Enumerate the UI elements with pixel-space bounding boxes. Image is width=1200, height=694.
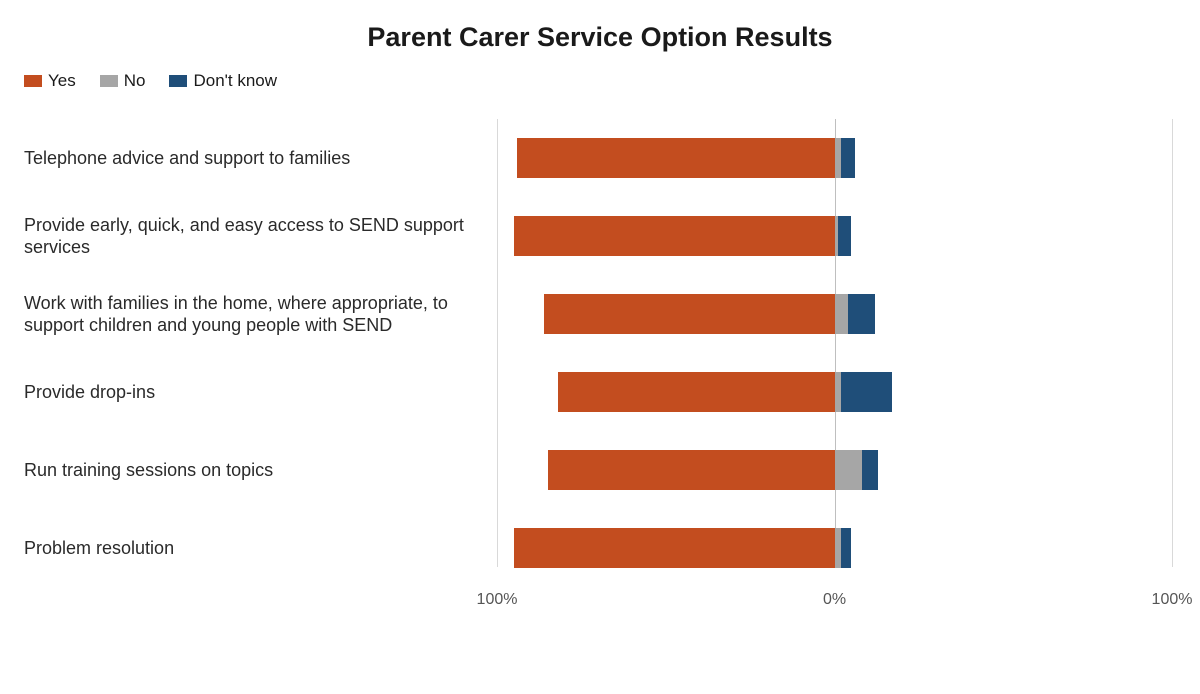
bar-stack-neg	[517, 138, 834, 178]
legend-item-no: No	[100, 71, 146, 91]
legend-item-yes: Yes	[24, 71, 76, 91]
bar-stack-pos	[835, 450, 879, 490]
bar-segment-no	[835, 294, 849, 334]
legend-label-yes: Yes	[48, 71, 76, 91]
x-axis: 100%0%100%	[24, 591, 1172, 615]
chart-row: Provide early, quick, and easy access to…	[24, 197, 1172, 275]
bar-stack-neg	[558, 372, 835, 412]
gridline	[1172, 119, 1173, 567]
axis-tick: 100%	[477, 591, 518, 609]
chart-area: Telephone advice and support to families…	[24, 119, 1172, 615]
bar-segment-dontknow	[841, 138, 855, 178]
bar-segment-dontknow	[848, 294, 875, 334]
legend-item-dontknow: Don't know	[169, 71, 277, 91]
category-label: Problem resolution	[24, 537, 497, 560]
chart-row: Telephone advice and support to families	[24, 119, 1172, 197]
legend-swatch-no	[100, 75, 118, 87]
bar-stack-neg	[548, 450, 835, 490]
category-label: Provide drop-ins	[24, 381, 497, 404]
chart-rows: Telephone advice and support to families…	[24, 119, 1172, 587]
bar-segment-yes	[514, 216, 835, 256]
legend-label-no: No	[124, 71, 146, 91]
category-label: Run training sessions on topics	[24, 459, 497, 482]
bar-segment-yes	[548, 450, 835, 490]
chart-row: Problem resolution	[24, 509, 1172, 587]
category-label: Provide early, quick, and easy access to…	[24, 214, 497, 259]
legend-swatch-dontknow	[169, 75, 187, 87]
bar-segment-dontknow	[841, 372, 892, 412]
chart-row: Provide drop-ins	[24, 353, 1172, 431]
bar-segment-yes	[558, 372, 835, 412]
bar-stack-pos	[835, 294, 876, 334]
bar-track	[497, 509, 1172, 587]
chart-title: Parent Carer Service Option Results	[0, 0, 1200, 71]
chart-row: Work with families in the home, where ap…	[24, 275, 1172, 353]
bar-segment-no	[835, 372, 842, 412]
bar-segment-yes	[544, 294, 834, 334]
bar-stack-neg	[544, 294, 834, 334]
axis-tick: 100%	[1152, 591, 1193, 609]
bar-segment-no	[835, 450, 862, 490]
bar-track	[497, 353, 1172, 431]
bar-segment-dontknow	[862, 450, 879, 490]
bar-segment-no	[835, 528, 842, 568]
category-label: Telephone advice and support to families	[24, 147, 497, 170]
bar-stack-pos	[835, 528, 852, 568]
bar-track	[497, 197, 1172, 275]
bar-track	[497, 431, 1172, 509]
bar-segment-yes	[514, 528, 835, 568]
bar-stack-neg	[514, 216, 835, 256]
bar-segment-yes	[517, 138, 834, 178]
bar-stack-pos	[835, 216, 852, 256]
legend-label-dontknow: Don't know	[193, 71, 277, 91]
bar-track	[497, 119, 1172, 197]
bar-track	[497, 275, 1172, 353]
bar-stack-pos	[835, 138, 855, 178]
bar-segment-no	[835, 138, 842, 178]
bar-stack-pos	[835, 372, 892, 412]
axis-tick: 0%	[823, 591, 846, 609]
legend-swatch-yes	[24, 75, 42, 87]
bar-stack-neg	[514, 528, 835, 568]
category-label: Work with families in the home, where ap…	[24, 292, 497, 337]
bar-segment-dontknow	[841, 528, 851, 568]
legend: Yes No Don't know	[0, 71, 1200, 91]
chart-row: Run training sessions on topics	[24, 431, 1172, 509]
bar-segment-dontknow	[838, 216, 852, 256]
